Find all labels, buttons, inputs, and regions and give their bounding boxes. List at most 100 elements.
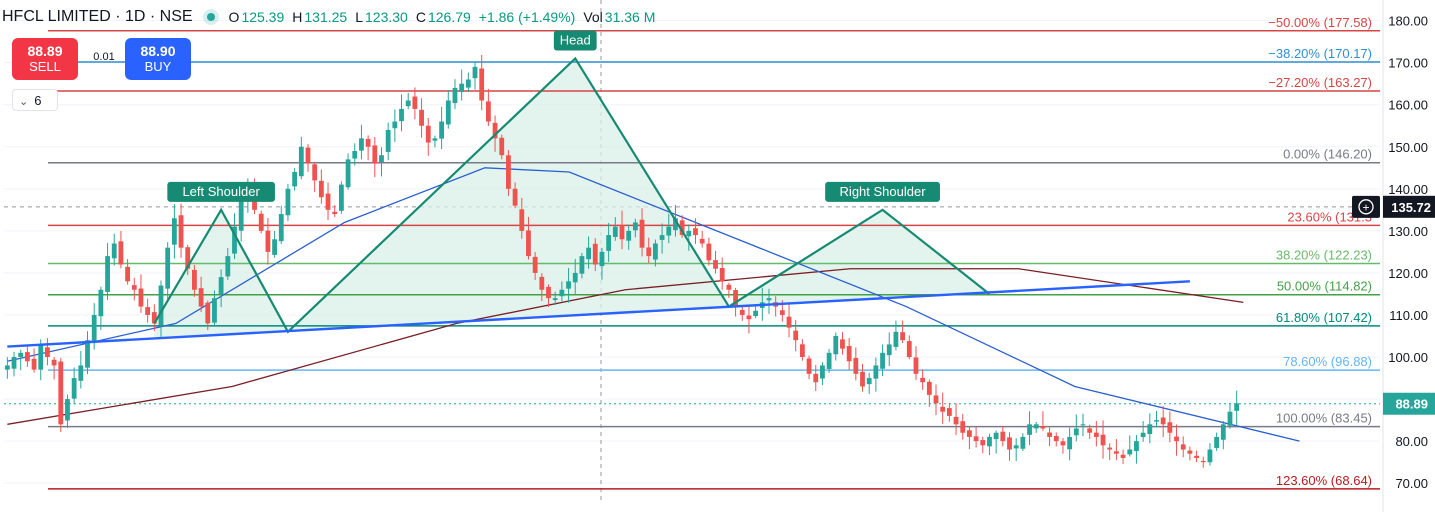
candle-body <box>158 285 164 326</box>
candle-body <box>506 155 511 189</box>
candle-body <box>218 277 224 295</box>
buy-button[interactable]: 88.90 BUY <box>125 38 191 80</box>
candle <box>813 365 819 392</box>
fib-label: −27.20% (163.27) <box>1268 75 1372 90</box>
candle <box>338 181 344 214</box>
candle-body <box>492 122 498 139</box>
candle <box>619 210 625 250</box>
candle <box>359 124 364 160</box>
candle <box>459 69 465 101</box>
candle <box>345 153 351 190</box>
neckline[interactable] <box>7 280 1190 348</box>
candle-body <box>853 357 859 374</box>
axis-bg <box>1383 0 1435 512</box>
candle <box>1134 435 1139 464</box>
candle-body <box>1140 432 1146 438</box>
candle <box>439 106 445 150</box>
candle <box>853 347 859 381</box>
candle <box>1214 432 1220 451</box>
candle <box>111 233 117 266</box>
candle-body <box>1053 435 1059 442</box>
candle-body <box>452 87 458 104</box>
crosshair-price-label: 135.72 <box>1391 200 1431 215</box>
fib-label: 23.60% (131.3 <box>1287 209 1372 224</box>
candle-body <box>71 378 77 399</box>
candle <box>125 259 131 285</box>
candle-body <box>111 243 117 259</box>
candle-body <box>165 247 171 289</box>
candle <box>305 144 311 172</box>
candle <box>1147 413 1153 444</box>
low-label: L <box>355 9 364 25</box>
candle <box>138 274 144 313</box>
candle-body <box>639 219 645 248</box>
candle <box>693 218 698 244</box>
candle-body <box>1200 460 1206 463</box>
candle <box>840 332 845 355</box>
fib-label: 78.60% (96.88) <box>1283 354 1372 369</box>
candle-body <box>352 150 358 159</box>
candle <box>318 169 324 204</box>
fib-label: 38.20% (122.23) <box>1276 248 1372 263</box>
candle-body <box>1167 422 1173 433</box>
candle-body <box>439 121 445 139</box>
candle-body <box>1120 454 1126 458</box>
candle-body <box>38 344 44 370</box>
candle-body <box>425 125 431 143</box>
candle-body <box>338 184 344 211</box>
candle-body <box>913 357 919 374</box>
candle-body <box>606 235 612 251</box>
price-axis[interactable]: 70.0080.0090.00100.00110.00120.00130.001… <box>1352 0 1435 512</box>
candle-body <box>880 352 885 369</box>
candle <box>1080 413 1086 437</box>
candle-body <box>212 298 217 323</box>
sell-button[interactable]: 88.89 SELL <box>12 38 78 80</box>
candle <box>653 239 658 267</box>
candle <box>285 183 291 222</box>
candle-body <box>833 336 839 355</box>
candle-body <box>1093 432 1099 437</box>
candle <box>145 298 151 323</box>
candle <box>325 182 331 221</box>
candle-body <box>926 381 932 395</box>
candle-body <box>786 316 792 328</box>
indicators-toggle[interactable]: ⌄ 6 <box>12 89 58 111</box>
candles <box>4 54 1240 468</box>
close-label: C <box>415 9 426 25</box>
add-alert-bg <box>1352 195 1380 218</box>
candle <box>499 134 505 160</box>
candle <box>746 304 752 334</box>
head-shoulders-outline <box>153 56 991 334</box>
y-tick-label: 130.00 <box>1388 224 1428 239</box>
candle <box>793 319 799 352</box>
volume-label: Vol <box>583 9 603 25</box>
candle-body <box>793 330 799 341</box>
candle <box>933 384 939 416</box>
candle-body <box>345 159 351 188</box>
pattern-fill <box>154 58 990 339</box>
candle <box>225 248 231 281</box>
candle <box>18 349 24 371</box>
volume-value: 31.36 M <box>604 9 656 25</box>
candle <box>419 98 424 138</box>
candle-body <box>719 267 725 282</box>
candle-body <box>292 172 298 187</box>
candle-body <box>258 213 264 231</box>
candle-body <box>840 339 845 349</box>
candle-body <box>566 281 571 289</box>
candle <box>445 89 451 129</box>
candle-body <box>1234 403 1240 411</box>
sell-label: SELL <box>29 59 61 74</box>
candle <box>292 168 298 191</box>
y-tick-label: 70.00 <box>1395 476 1428 491</box>
crosshair-price-tag <box>1383 195 1435 218</box>
symbol-title[interactable]: HFCL LIMITED · 1D · NSE <box>2 8 193 25</box>
candle <box>526 216 531 260</box>
candle-body <box>646 247 652 257</box>
candle <box>846 338 852 370</box>
candle <box>820 362 825 386</box>
candle-body <box>900 332 906 341</box>
y-tick-label: 180.00 <box>1388 14 1428 29</box>
pattern-label: Right Shoulder <box>825 181 940 202</box>
